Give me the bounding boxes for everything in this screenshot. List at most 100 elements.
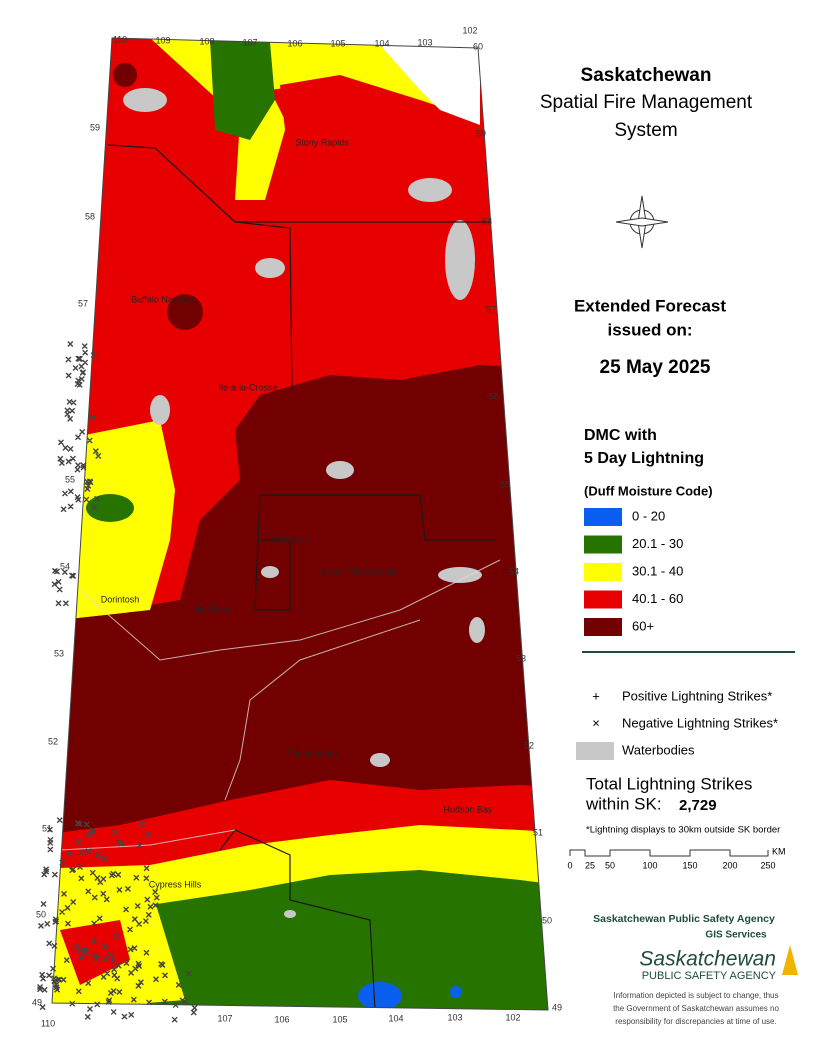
disclaimer: responsibility for discrepancies at time… (615, 1017, 776, 1026)
lon-label: 102 (462, 25, 477, 35)
lat-label: 54 (60, 561, 70, 571)
legend-subtitle: (Duff Moisture Code) (584, 483, 713, 498)
subtitle: System (614, 120, 677, 141)
compass (615, 195, 669, 249)
legend-swatch (584, 508, 622, 526)
place-label: Dorintosh (101, 594, 140, 604)
scale-label: 100 (642, 860, 657, 870)
lat-label: 58 (85, 211, 95, 221)
disclaimer: the Government of Saskatchewan assumes n… (613, 1004, 779, 1013)
place-label: Ile-a-la-Crosse (218, 382, 277, 392)
title: Saskatchewan (581, 65, 712, 86)
lon-label: 103 (447, 1012, 462, 1022)
symbol (576, 742, 614, 760)
forecast-date: 25 May 2025 (600, 357, 711, 378)
totals: within SK: (585, 794, 662, 813)
lon-label: 105 (330, 38, 345, 48)
lon-label: 104 (388, 1013, 403, 1023)
legend-title: 5 Day Lightning (584, 450, 704, 467)
lon-label: 108 (199, 36, 214, 46)
lon-label: 107 (217, 1013, 232, 1023)
lat-label: 55 (500, 479, 510, 489)
lat-label: 50 (36, 909, 46, 919)
legend-label: 40.1 - 60 (632, 591, 683, 606)
scale-label: 200 (722, 860, 737, 870)
lat-label: 55 (65, 474, 75, 484)
lon-label: 110 (113, 34, 127, 44)
place-label: Prince Albert (286, 748, 338, 758)
scale-bar: 0 25 50 100 150 200 250 KM (567, 846, 785, 870)
place-label: Buffalo Narrows (131, 294, 195, 304)
legend-label: 0 - 20 (632, 508, 665, 523)
forecast: issued on: (607, 320, 692, 339)
scale-unit: KM (772, 846, 786, 856)
place-label: Lower Fishing Lake (321, 566, 399, 576)
place-label: Waskesiu (271, 534, 310, 544)
lon-label: 109 (155, 35, 170, 45)
lat-label: 60 (473, 41, 483, 51)
lat-label: 57 (78, 298, 88, 308)
lightning-strikes (37, 341, 198, 1023)
agency-dept: GIS Services (705, 930, 767, 941)
lon-label: 102 (505, 1012, 520, 1022)
lon-label: 107 (242, 37, 257, 47)
scale-label: 0 (567, 860, 572, 870)
legend-title: DMC with (584, 427, 657, 444)
scale-label: 50 (605, 860, 615, 870)
totals: Total Lightning Strikes (586, 774, 752, 793)
legend-label: 60+ (632, 618, 654, 633)
logo: Saskatchewan (639, 948, 776, 971)
legend-swatch (584, 590, 622, 609)
symbol-label: Waterbodies (622, 742, 695, 757)
lat-label: 58 (482, 216, 492, 226)
lon-label: 103 (417, 37, 432, 47)
symbol: × (592, 715, 600, 730)
legend-swatch (584, 618, 622, 636)
note: *Lightning displays to 30km outside SK b… (586, 825, 780, 836)
legend: 0 - 20 20.1 - 30 30.1 - 40 40.1 - 60 60+ (584, 508, 683, 636)
disclaimer: Information depicted is subject to chang… (614, 991, 779, 1000)
place-label: Hudson Bay (443, 804, 493, 814)
lat-label: 54 (509, 566, 519, 576)
scale-label: 25 (585, 860, 595, 870)
symbol-legend: + Positive Lightning Strikes* × Negative Li… (576, 688, 778, 760)
legend-swatch (584, 535, 622, 554)
legend-swatch (584, 563, 622, 581)
lat-label: 49 (32, 997, 42, 1007)
lat-label: 56 (489, 391, 499, 401)
lat-label: 59 (476, 128, 486, 138)
symbol-label: Positive Lightning Strikes* (622, 688, 772, 703)
lat-label: 51 (42, 823, 52, 833)
lon-label: 106 (287, 38, 302, 48)
lat-label: 50 (542, 915, 552, 925)
lat-label: 53 (516, 653, 526, 663)
lat-label: 53 (54, 648, 64, 658)
legend-label: 30.1 - 40 (632, 563, 683, 578)
symbol: + (592, 688, 600, 703)
total-count: 2,729 (679, 797, 717, 814)
logo-mark (782, 945, 798, 975)
province-border (51, 37, 549, 1011)
logo-sub: PUBLIC SAFETY AGENCY (642, 970, 777, 982)
place-label: Cypress Hills (149, 879, 202, 889)
place-label: Big River (194, 604, 231, 614)
lat-label: 57 (486, 304, 496, 314)
fire-map (52, 38, 548, 1010)
lon-label: 110 (41, 1018, 55, 1028)
lat-label: 49 (552, 1002, 562, 1012)
lon-label: 106 (274, 1014, 289, 1024)
scale-label: 250 (760, 860, 775, 870)
scale-label: 150 (682, 860, 697, 870)
lat-label: 52 (524, 740, 534, 750)
place-label: Stony Rapids (295, 137, 349, 147)
symbol-label: Negative Lightning Strikes* (622, 715, 778, 730)
lat-label: 59 (90, 122, 100, 132)
legend-label: 20.1 - 30 (632, 536, 683, 551)
lon-label: 104 (374, 38, 389, 48)
subtitle: Spatial Fire Management (540, 92, 753, 113)
strike-marks (37, 341, 198, 1023)
lon-label: 105 (332, 1014, 347, 1024)
agency-name: Saskatchewan Public Safety Agency (593, 913, 775, 925)
lat-label: 51 (533, 827, 543, 837)
